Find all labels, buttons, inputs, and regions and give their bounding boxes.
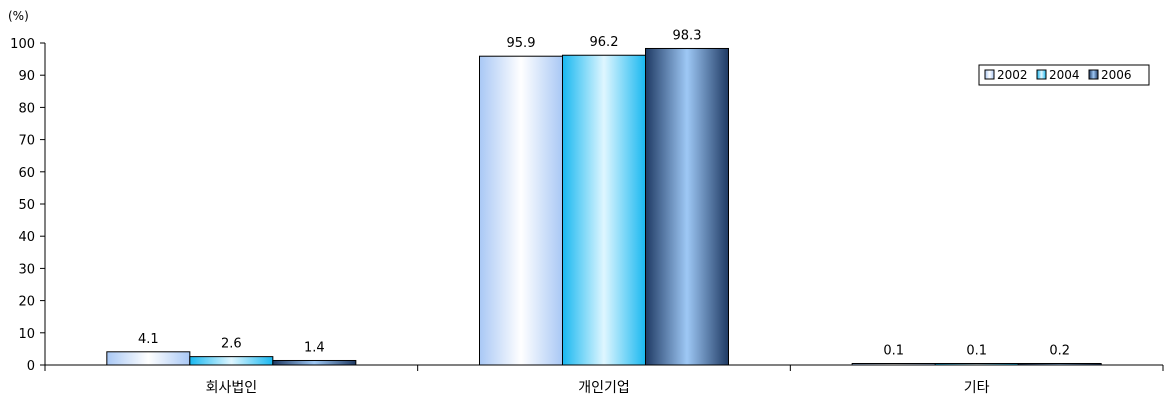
x-category-label: 회사법인 — [206, 380, 258, 396]
y-tick-label: 90 — [18, 69, 35, 84]
legend-label-2006: 2006 — [1101, 68, 1132, 82]
legend-swatch-2004 — [1036, 69, 1047, 80]
x-category-label: 기타 — [964, 380, 990, 396]
bar-2006 — [645, 47, 729, 366]
bar-2004 — [189, 356, 274, 366]
y-tick-label: 20 — [18, 295, 35, 310]
data-label: 95.9 — [507, 36, 536, 51]
y-tick-label: 60 — [18, 166, 35, 181]
legend-label-2002: 2002 — [997, 68, 1028, 82]
y-tick-label: 30 — [18, 262, 35, 277]
data-labels: 4.1 2.6 1.4 95.9 96.2 98.3 0.1 0.1 0.2 — [138, 28, 1070, 358]
bar-2004 — [562, 54, 646, 366]
data-label: 0.1 — [966, 344, 987, 359]
x-category-label: 개인기업 — [578, 380, 630, 396]
bar-2002 — [851, 363, 936, 366]
x-axis: 회사법인 개인기업 기타 — [44, 364, 1164, 396]
y-tick-label: 40 — [18, 230, 35, 245]
y-unit-label: (%) — [8, 9, 29, 23]
legend: 2002 2004 2006 — [978, 64, 1150, 86]
data-label: 1.4 — [304, 340, 325, 355]
bar-2002 — [106, 351, 191, 366]
bar-2002 — [479, 55, 563, 366]
legend-swatch-2002 — [984, 69, 995, 80]
data-label: 0.2 — [1049, 344, 1070, 359]
data-label: 2.6 — [221, 337, 242, 352]
y-tick-label: 70 — [18, 134, 35, 149]
data-label: 4.1 — [138, 332, 159, 347]
data-label: 98.3 — [673, 28, 702, 43]
y-axis: 0 10 20 30 40 50 60 70 80 90 100 — [10, 37, 46, 374]
y-tick-label: 100 — [10, 37, 35, 52]
y-tick-label: 50 — [18, 198, 35, 213]
bar-2004 — [934, 363, 1019, 366]
bar-2006 — [1017, 363, 1102, 366]
y-tick-label: 80 — [18, 101, 35, 116]
bars — [106, 47, 1102, 366]
legend-swatch-2006 — [1088, 69, 1099, 80]
legend-box — [978, 64, 1150, 86]
data-label: 0.1 — [883, 344, 904, 359]
legend-label-2004: 2004 — [1049, 68, 1080, 82]
bar-2006 — [272, 359, 357, 366]
y-tick-label: 10 — [18, 327, 35, 342]
y-tick-label: 0 — [27, 359, 35, 374]
data-label: 96.2 — [590, 35, 619, 50]
